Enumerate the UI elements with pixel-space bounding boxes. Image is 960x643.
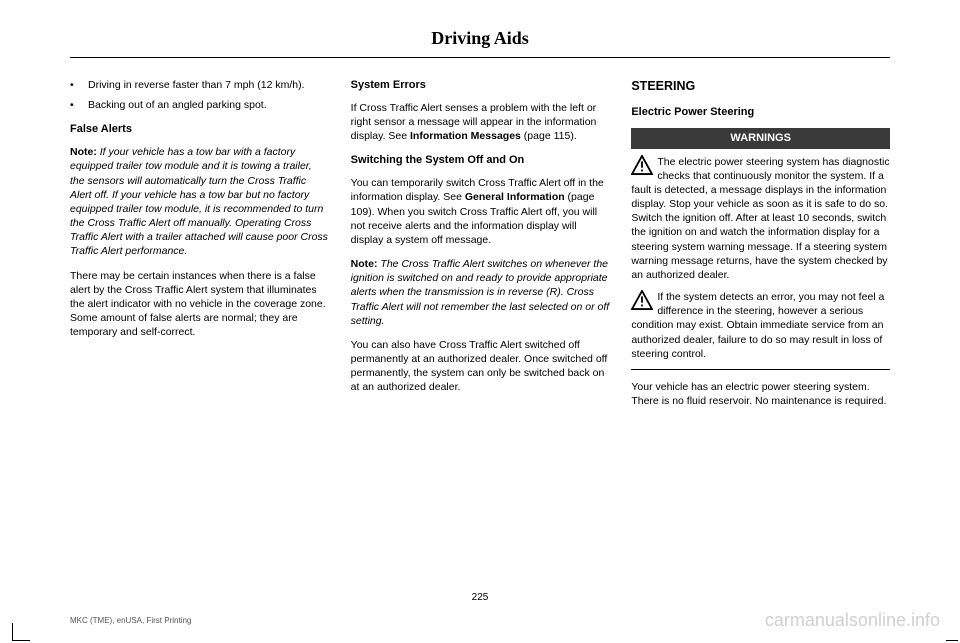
- paragraph: If Cross Traffic Alert senses a problem …: [351, 101, 610, 144]
- ref-link: Information Messages: [410, 130, 521, 142]
- column-3: STEERING Electric Power Steering WARNING…: [631, 78, 890, 418]
- paragraph: You can also have Cross Traffic Alert sw…: [351, 338, 610, 395]
- bullet-text: Backing out of an angled parking spot.: [88, 98, 267, 112]
- paragraph: There may be certain instances when ther…: [70, 269, 329, 340]
- warning-icon: [631, 290, 653, 310]
- title-rule: [70, 57, 890, 58]
- warning-text: The electric power steering system has d…: [631, 156, 889, 281]
- warnings-header: WARNINGS: [631, 128, 890, 149]
- crop-mark-icon: [946, 629, 958, 641]
- warning-rule: [631, 369, 890, 370]
- note-paragraph: Note: If your vehicle has a tow bar with…: [70, 145, 329, 258]
- heading-system-errors: System Errors: [351, 78, 610, 93]
- text-run: (page 115).: [521, 130, 577, 142]
- paragraph: Your vehicle has an electric power steer…: [631, 380, 890, 408]
- heading-electric-power: Electric Power Steering: [631, 105, 890, 120]
- bullet-marker: •: [70, 78, 88, 92]
- crop-mark-icon: [12, 623, 30, 641]
- bullet-marker: •: [70, 98, 88, 112]
- note-label: Note:: [351, 258, 378, 270]
- heading-steering: STEERING: [631, 78, 890, 95]
- warning-block: If the system detects an error, you may …: [631, 290, 890, 361]
- note-text: If your vehicle has a tow bar with a fac…: [70, 146, 328, 257]
- page-number: 225: [0, 592, 960, 603]
- bullet-item: • Backing out of an angled parking spot.: [70, 98, 329, 112]
- column-2: System Errors If Cross Traffic Alert sen…: [351, 78, 610, 418]
- warning-block: The electric power steering system has d…: [631, 155, 890, 283]
- heading-false-alerts: False Alerts: [70, 122, 329, 137]
- footer-text: MKC (TME), enUSA, First Printing: [70, 616, 191, 625]
- warning-icon: [631, 155, 653, 175]
- page-title: Driving Aids: [0, 0, 960, 57]
- bullet-text: Driving in reverse faster than 7 mph (12…: [88, 78, 305, 92]
- heading-switching: Switching the System Off and On: [351, 153, 610, 168]
- note-text: The Cross Traffic Alert switches on when…: [351, 258, 610, 327]
- watermark: carmanualsonline.info: [765, 610, 940, 631]
- note-label: Note:: [70, 146, 97, 158]
- paragraph: You can temporarily switch Cross Traffic…: [351, 176, 610, 247]
- bullet-item: • Driving in reverse faster than 7 mph (…: [70, 78, 329, 92]
- column-1: • Driving in reverse faster than 7 mph (…: [70, 78, 329, 418]
- warning-text: If the system detects an error, you may …: [631, 291, 884, 360]
- content-columns: • Driving in reverse faster than 7 mph (…: [0, 78, 960, 418]
- ref-link: General Information: [465, 191, 565, 203]
- note-paragraph: Note: The Cross Traffic Alert switches o…: [351, 257, 610, 328]
